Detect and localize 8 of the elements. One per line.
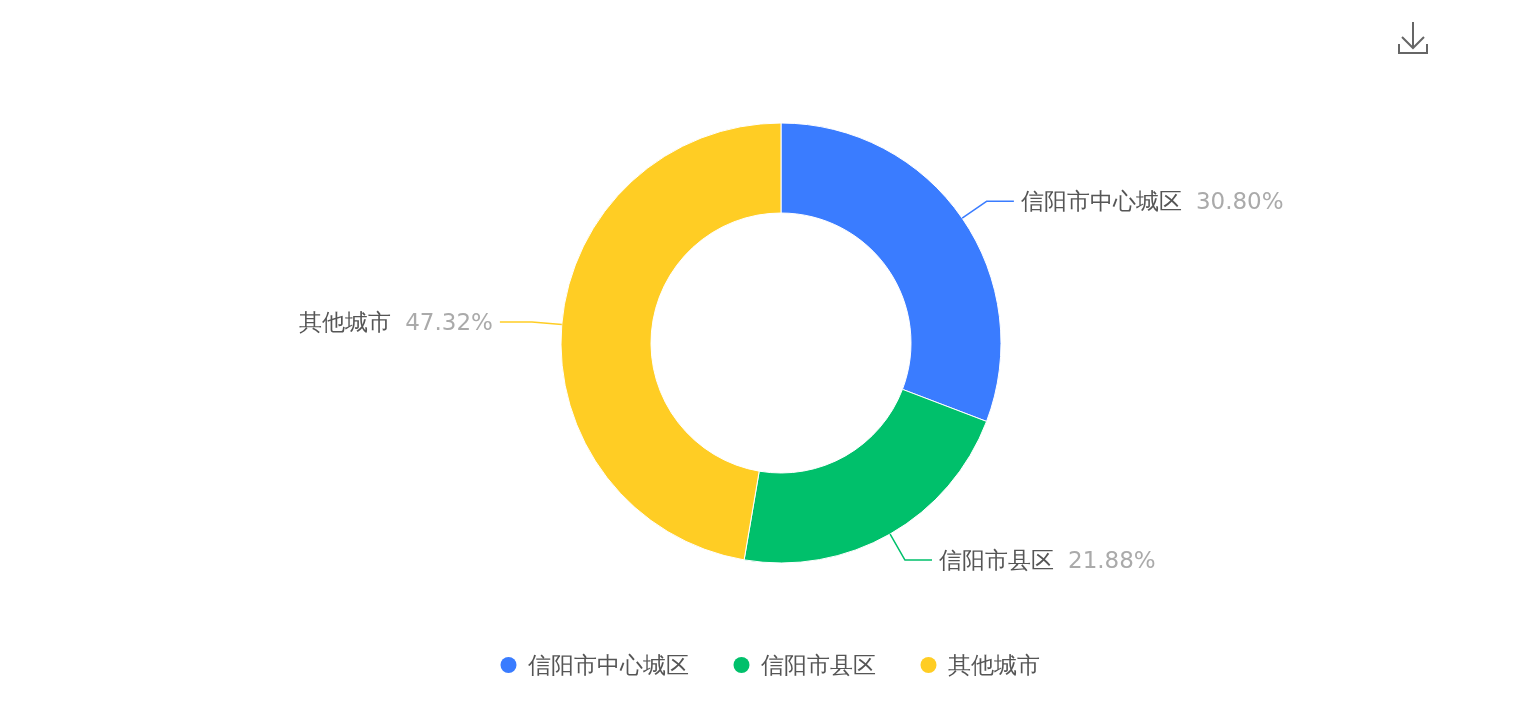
legend-label: 信阳市县区	[760, 652, 876, 678]
data-label: 30.80%	[1195, 188, 1284, 215]
slice-label: 其他城市	[299, 308, 392, 335]
slice-label: 信阳市县区	[939, 547, 1054, 574]
legend-label: 其他城市	[947, 652, 1040, 678]
slice-label: 信阳市中心城区	[1020, 188, 1182, 215]
data-label: 47.32%	[405, 308, 493, 335]
data-label: 21.88%	[1068, 547, 1156, 574]
